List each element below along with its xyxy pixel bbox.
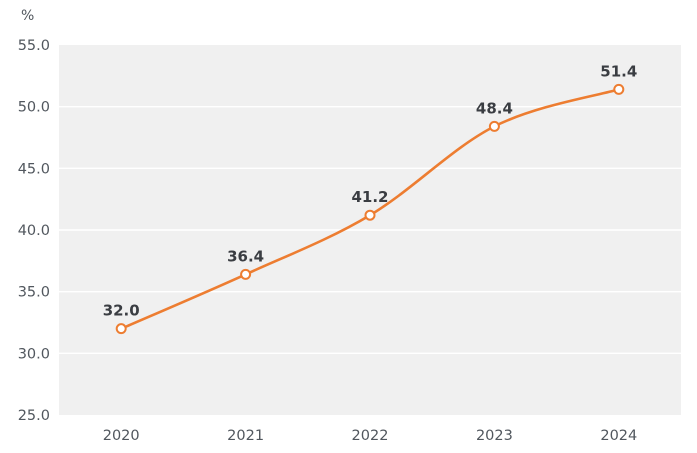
data-point-label: 51.4 — [600, 62, 637, 80]
data-point-label: 32.0 — [103, 302, 140, 320]
data-point-marker — [115, 323, 127, 335]
y-tick-label: 40.0 — [18, 223, 50, 239]
data-point-marker — [364, 209, 376, 221]
data-point-marker — [240, 268, 252, 280]
x-tick-label: 2022 — [352, 428, 389, 444]
y-tick-label: 55.0 — [18, 38, 50, 54]
data-point-label: 41.2 — [351, 188, 388, 206]
x-tick-label: 2023 — [476, 428, 513, 444]
data-point-label: 48.4 — [476, 99, 513, 117]
y-tick-label: 35.0 — [18, 285, 50, 301]
x-tick-label: 2024 — [600, 428, 637, 444]
y-axis-unit-label: % — [21, 8, 34, 24]
y-tick-label: 25.0 — [18, 408, 50, 424]
x-tick-label: 2020 — [103, 428, 140, 444]
y-tick-label: 30.0 — [18, 346, 50, 362]
data-point-marker — [613, 83, 625, 95]
y-tick-label: 50.0 — [18, 100, 50, 116]
x-tick-label: 2021 — [227, 428, 264, 444]
y-tick-label: 45.0 — [18, 161, 50, 177]
data-point-label: 36.4 — [227, 247, 264, 265]
data-point-marker — [488, 120, 500, 132]
